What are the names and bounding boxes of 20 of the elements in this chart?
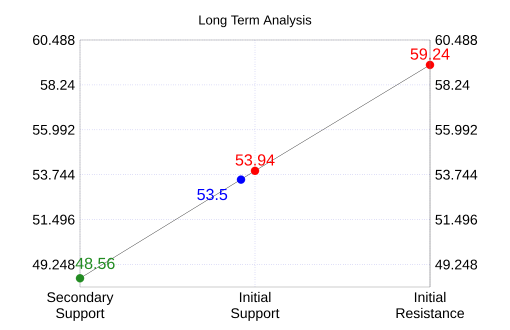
y2-tick-label: 60.488 [436, 35, 478, 45]
y2-tick-label: 58.24 [435, 80, 470, 90]
y-tick-label: 60.488 [33, 35, 75, 45]
x-tick-label: Initial Resistance [396, 292, 464, 318]
y-tick-label: 49.248 [32, 260, 75, 270]
chart-title: Long Term Analysis [199, 15, 312, 28]
x-tick-label: Initial Support [231, 292, 280, 321]
point [76, 274, 84, 282]
y-tick-label: 53.744 [32, 170, 75, 180]
y-tick-label: 55.992 [32, 124, 74, 135]
y2-tick-label: 51.496 [435, 214, 478, 225]
y2-tick-label: 49.248 [435, 260, 478, 270]
x-tick-label: Secondary Support [47, 292, 114, 321]
y2-tick-label: 53.744 [435, 170, 478, 180]
data-label: 59.24 [410, 48, 450, 60]
y-tick-label: 58.24 [40, 80, 75, 90]
data-label: 53.94 [236, 154, 275, 166]
point [250, 166, 260, 176]
y2-tick-label: 55.992 [435, 124, 477, 135]
y-tick-label: 51.496 [32, 214, 75, 225]
